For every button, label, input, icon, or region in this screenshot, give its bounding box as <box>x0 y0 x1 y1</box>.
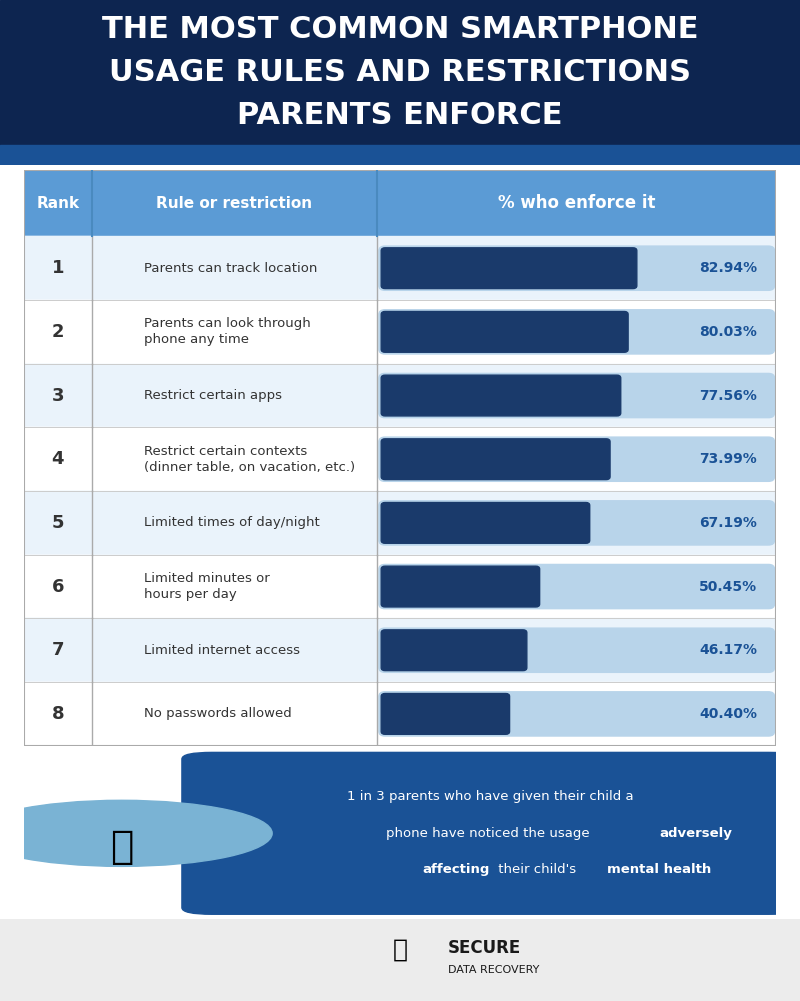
Bar <box>24 682 92 746</box>
Bar <box>24 300 776 363</box>
Bar <box>24 491 92 555</box>
Text: 6: 6 <box>51 578 64 596</box>
FancyBboxPatch shape <box>379 246 774 290</box>
Text: No passwords allowed: No passwords allowed <box>144 708 292 721</box>
FancyBboxPatch shape <box>381 438 610 479</box>
Bar <box>24 427 92 491</box>
Bar <box>24 236 92 300</box>
FancyBboxPatch shape <box>381 694 510 735</box>
FancyBboxPatch shape <box>379 373 774 417</box>
Text: 7: 7 <box>51 642 64 660</box>
Text: 73.99%: 73.99% <box>699 452 757 466</box>
FancyBboxPatch shape <box>381 567 540 607</box>
Text: phone have noticed the usage: phone have noticed the usage <box>386 827 594 840</box>
Text: Restrict certain apps: Restrict certain apps <box>144 389 282 402</box>
Text: 1: 1 <box>51 259 64 277</box>
Text: 77.56%: 77.56% <box>699 388 757 402</box>
Circle shape <box>0 801 272 866</box>
FancyBboxPatch shape <box>381 311 628 352</box>
Bar <box>24 363 92 427</box>
Text: 👧: 👧 <box>110 828 134 866</box>
FancyBboxPatch shape <box>381 630 527 671</box>
FancyBboxPatch shape <box>379 628 774 673</box>
Text: 1 in 3 parents who have given their child a: 1 in 3 parents who have given their chil… <box>347 791 634 804</box>
Text: 67.19%: 67.19% <box>699 516 757 530</box>
Bar <box>24 491 776 555</box>
Text: their child's: their child's <box>494 863 580 876</box>
Text: Parents can look through
phone any time: Parents can look through phone any time <box>144 317 311 346</box>
Text: 8: 8 <box>51 705 64 723</box>
FancyBboxPatch shape <box>381 503 590 544</box>
FancyBboxPatch shape <box>24 170 776 746</box>
Text: 5: 5 <box>51 514 64 532</box>
Bar <box>24 427 776 491</box>
Text: 82.94%: 82.94% <box>699 261 757 275</box>
Text: Restrict certain contexts
(dinner table, on vacation, etc.): Restrict certain contexts (dinner table,… <box>144 444 355 473</box>
FancyBboxPatch shape <box>379 565 774 609</box>
Bar <box>24 363 776 427</box>
Text: .: . <box>699 863 703 876</box>
Text: % who enforce it: % who enforce it <box>498 194 655 212</box>
Text: 80.03%: 80.03% <box>699 325 757 339</box>
Text: 46.17%: 46.17% <box>699 644 757 658</box>
Text: 40.40%: 40.40% <box>699 707 757 721</box>
Text: USAGE RULES AND RESTRICTIONS: USAGE RULES AND RESTRICTIONS <box>109 58 691 87</box>
FancyBboxPatch shape <box>379 437 774 481</box>
FancyBboxPatch shape <box>182 753 798 914</box>
Text: 🔒: 🔒 <box>393 938 407 962</box>
Text: Rank: Rank <box>36 196 79 211</box>
Text: Rule or restriction: Rule or restriction <box>157 196 313 211</box>
Text: affecting: affecting <box>423 863 490 876</box>
Text: Limited internet access: Limited internet access <box>144 644 300 657</box>
Bar <box>24 555 776 619</box>
Text: 3: 3 <box>51 386 64 404</box>
Text: mental health: mental health <box>607 863 711 876</box>
Text: 50.45%: 50.45% <box>699 580 757 594</box>
Bar <box>24 300 92 363</box>
Bar <box>0 145 800 165</box>
Bar <box>24 236 776 300</box>
Bar <box>24 619 776 682</box>
Text: THE MOST COMMON SMARTPHONE: THE MOST COMMON SMARTPHONE <box>102 15 698 44</box>
Text: adversely: adversely <box>659 827 732 840</box>
Bar <box>24 619 92 682</box>
Text: Limited minutes or
hours per day: Limited minutes or hours per day <box>144 572 270 601</box>
Text: DATA RECOVERY: DATA RECOVERY <box>448 965 539 975</box>
FancyBboxPatch shape <box>379 500 774 545</box>
Text: PARENTS ENFORCE: PARENTS ENFORCE <box>238 101 562 130</box>
Text: SECURE: SECURE <box>448 939 522 957</box>
Text: 2: 2 <box>51 323 64 341</box>
Text: Limited times of day/night: Limited times of day/night <box>144 517 320 530</box>
FancyBboxPatch shape <box>381 248 637 288</box>
Bar <box>24 170 776 236</box>
FancyBboxPatch shape <box>379 692 774 736</box>
FancyBboxPatch shape <box>379 309 774 354</box>
Text: 4: 4 <box>51 450 64 468</box>
FancyBboxPatch shape <box>381 375 621 416</box>
Text: Parents can track location: Parents can track location <box>144 261 318 274</box>
Bar <box>24 555 92 619</box>
Bar <box>24 682 776 746</box>
